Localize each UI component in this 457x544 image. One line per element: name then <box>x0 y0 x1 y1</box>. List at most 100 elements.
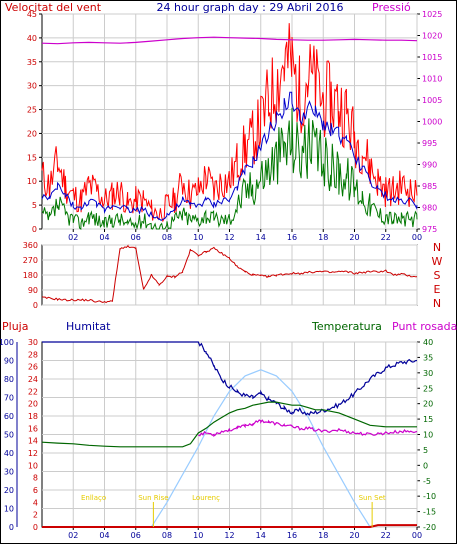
climate-xtick-label: 02 <box>68 531 78 540</box>
humidity-ytick-label: 70 <box>4 394 14 403</box>
compass-label: N <box>433 241 441 254</box>
rain-ytick-label: 14 <box>28 437 38 446</box>
rain-ytick-label: 8 <box>33 474 38 483</box>
rain-ytick-label: 6 <box>33 486 38 495</box>
wind-gust-line <box>41 23 418 223</box>
direction-ytick-label: 270 <box>23 256 38 265</box>
humidity-ytick-label: 30 <box>4 468 14 477</box>
temp-ytick-label: -20 <box>423 523 436 532</box>
rain-ytick-label: 12 <box>28 449 38 458</box>
rain-ytick-label: 10 <box>28 461 38 470</box>
humidity-ytick-label: 100 <box>0 338 14 347</box>
direction-ytick-label: 0 <box>33 301 38 310</box>
temp-ytick-label: 30 <box>423 369 433 378</box>
temp-ytick-label: 20 <box>423 400 433 409</box>
wind-xtick-label: 08 <box>162 233 172 242</box>
humidity-ytick-label: 50 <box>4 431 14 440</box>
dewpoint-title: Punt rosada <box>392 320 457 333</box>
climate-xtick-label: 16 <box>287 531 297 540</box>
sun-event-label: Sun Rise <box>138 494 168 502</box>
pressure-ytick-label: 995 <box>422 139 437 148</box>
humidity-ytick-label: 10 <box>4 505 14 514</box>
climate-xtick-label: 04 <box>99 531 109 540</box>
wind-ytick-label: 45 <box>27 10 37 19</box>
direction-ytick-label: 360 <box>23 241 38 250</box>
temp-ytick-label: 40 <box>423 338 433 347</box>
wind-ytick-label: 5 <box>32 201 37 210</box>
wind-xtick-label: 16 <box>287 233 297 242</box>
temp-ytick-label: -10 <box>423 492 436 501</box>
wind-xtick-label: 00 <box>412 233 422 242</box>
rain-ytick-label: 20 <box>28 400 38 409</box>
climate-xtick-label: 06 <box>131 531 141 540</box>
wind-direction-line <box>41 244 418 304</box>
wind-speed-title: Velocitat del vent <box>5 1 102 14</box>
wind-ytick-label: 30 <box>27 82 37 91</box>
rain-ytick-label: 28 <box>28 350 38 359</box>
rain-ytick-label: 16 <box>28 424 38 433</box>
event-annotation: Enllaço <box>81 494 106 502</box>
pressure-title: Pressió <box>372 1 411 14</box>
pressure-ytick-label: 1025 <box>422 10 442 19</box>
humidity-ytick-label: 0 <box>9 523 14 532</box>
pressure-ytick-label: 990 <box>422 161 437 170</box>
rain-ytick-label: 26 <box>28 363 38 372</box>
climate-xtick-label: 20 <box>349 531 359 540</box>
wind-ytick-label: 35 <box>27 58 37 67</box>
humidity-title: Humitat <box>66 320 111 333</box>
temp-ytick-label: 15 <box>423 415 433 424</box>
wind-ytick-label: 10 <box>27 177 37 186</box>
humidity-ytick-label: 60 <box>4 412 14 421</box>
wind-ytick-label: 20 <box>27 129 37 138</box>
humidity-ytick-label: 40 <box>4 449 14 458</box>
compass-label: S <box>434 269 441 282</box>
temp-ytick-label: 10 <box>423 431 433 440</box>
rain-ytick-label: 18 <box>28 412 38 421</box>
temp-ytick-label: 5 <box>423 446 428 455</box>
climate-xtick-label: 18 <box>318 531 328 540</box>
rain-line <box>42 524 417 528</box>
wind-xtick-label: 06 <box>131 233 141 242</box>
rain-ytick-label: 2 <box>33 511 38 520</box>
wind-ytick-label: 15 <box>27 153 37 162</box>
wind-xtick-label: 20 <box>349 233 359 242</box>
temp-ytick-label: -15 <box>423 508 436 517</box>
compass-label: N <box>433 297 441 310</box>
humidity-line <box>42 341 418 416</box>
sun-event-label: Sun Set <box>359 494 386 502</box>
rain-ytick-label: 22 <box>28 387 38 396</box>
pressure-ytick-label: 1000 <box>422 118 442 127</box>
event-annotation: Lourenç <box>192 494 220 502</box>
temperature-line <box>41 401 417 448</box>
wind-xtick-label: 12 <box>224 233 234 242</box>
pressure-ytick-label: 1020 <box>422 32 442 41</box>
pressure-ytick-label: 980 <box>422 204 437 213</box>
wind-average-line <box>41 91 418 222</box>
humidity-ytick-label: 90 <box>4 357 14 366</box>
rain-ytick-label: 0 <box>33 523 38 532</box>
dewpoint-line <box>198 419 418 438</box>
humidity-ytick-label: 80 <box>4 375 14 384</box>
climate-xtick-label: 12 <box>224 531 234 540</box>
temperature-title: Temperatura <box>311 320 382 333</box>
rain-ytick-label: 24 <box>28 375 38 384</box>
climate-xtick-label: 08 <box>162 531 172 540</box>
compass-label: W <box>432 255 443 268</box>
temp-ytick-label: -5 <box>423 477 431 486</box>
rain-ytick-label: 30 <box>28 338 38 347</box>
humidity-ytick-label: 20 <box>4 486 14 495</box>
compass-label: E <box>434 283 441 296</box>
climate-xtick-label: 22 <box>381 531 391 540</box>
climate-xtick-label: 10 <box>193 531 203 540</box>
pressure-ytick-label: 975 <box>422 225 437 234</box>
wind-speed-line <box>41 107 418 231</box>
wind-xtick-label: 10 <box>193 233 203 242</box>
pressure-line <box>41 36 418 45</box>
temp-ytick-label: 0 <box>423 461 428 470</box>
wind-xtick-label: 04 <box>99 233 109 242</box>
temp-ytick-label: 25 <box>423 384 433 393</box>
pressure-ytick-label: 1010 <box>422 75 442 84</box>
climate-xtick-label: 00 <box>412 531 422 540</box>
direction-ytick-label: 180 <box>23 271 38 280</box>
wind-xtick-label: 02 <box>68 233 78 242</box>
